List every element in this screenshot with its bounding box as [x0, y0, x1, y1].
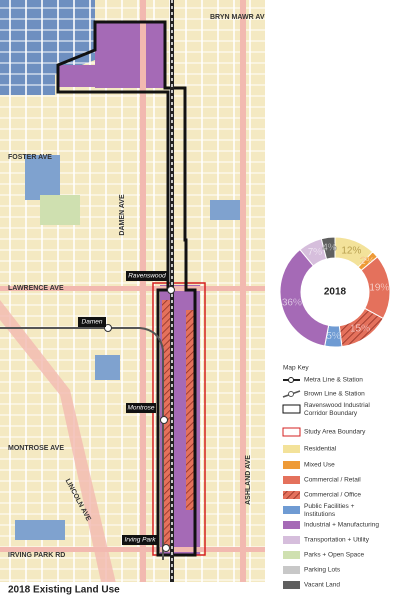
street-label: ASHLAND AVE: [245, 455, 252, 505]
legend-label: Commercial / Office: [304, 492, 361, 499]
donut-label: 5%: [326, 331, 341, 342]
legend-label: Vacant Land: [304, 582, 340, 589]
station-tag: [126, 403, 156, 413]
legend-label: Ravenswood Industrial Corridor Boundary: [304, 402, 370, 417]
legend-symbol: [288, 391, 294, 397]
street-label: IRVING PARK RD: [8, 552, 65, 559]
station: [162, 544, 170, 552]
legend-symbol: [283, 461, 300, 469]
legend-label: Residential: [304, 446, 337, 453]
legend-symbol: [283, 521, 300, 529]
legend-label: Parks + Open Space: [304, 552, 365, 559]
legend-label: Mixed Use: [304, 462, 335, 469]
station-label: Irving Park: [124, 537, 156, 544]
legend-symbol: [282, 427, 301, 437]
legend-symbol: [283, 536, 300, 544]
street-label: FOSTER AVE: [8, 154, 52, 161]
park-area: [40, 195, 80, 225]
donut-label: 7%: [308, 247, 323, 258]
station-label: Ravenswood: [128, 273, 166, 280]
station: [167, 286, 175, 294]
legend-label: Parking Lots: [304, 567, 341, 574]
office-area: [186, 310, 196, 510]
map: BRYN MAWR AVE FOSTER AVE DAMEN AVE LAWRE…: [0, 0, 270, 582]
industrial-area: [58, 65, 95, 87]
station-tag: [126, 271, 168, 281]
public-area: [25, 155, 60, 200]
station-label: Montrose: [127, 405, 154, 412]
public-area: [210, 200, 240, 220]
legend-label: Study Area Boundary: [304, 429, 366, 436]
lake: [0, 0, 95, 95]
legend-symbol: [283, 551, 300, 559]
legend-label: Metra Line & Station: [304, 377, 363, 384]
station-label: Damen: [82, 319, 103, 326]
street-label: BRYN MAWR AVE: [210, 14, 270, 21]
public-area: [95, 355, 120, 380]
legend-label: Public Facilities + Institutions: [304, 503, 355, 518]
legend-symbol: [283, 445, 300, 453]
station-tag: [122, 535, 158, 545]
donut-slice: [279, 248, 330, 347]
donut-label: 4%: [322, 242, 337, 253]
donut-label: 12%: [341, 245, 361, 256]
legend-label: Industrial + Manufacturing: [304, 522, 379, 529]
legend-symbol: [283, 491, 300, 499]
legend-symbol: [288, 377, 294, 383]
donut-slice: [320, 236, 336, 260]
street-label: DAMEN AVE: [119, 194, 126, 236]
legend-symbol: [283, 476, 300, 484]
station: [160, 416, 168, 424]
donut-label: 36%: [282, 298, 302, 309]
public-area: [15, 520, 65, 540]
street-label: MONTROSE AVE: [8, 445, 64, 452]
donut-label: 19%: [369, 282, 389, 293]
legend-label: Brown Line & Station: [304, 391, 365, 398]
legend-label: Transportation + Utility: [304, 537, 370, 544]
legend-symbol: [283, 566, 300, 574]
donut-chart: 12%2% 19% 15% 5% 36% 7% 4% 2018: [279, 236, 391, 348]
street-label: LAWRENCE AVE: [8, 285, 64, 292]
donut-label: 2%: [360, 256, 375, 267]
legend-symbol: [283, 506, 300, 514]
corridor-boundary: [56, 20, 197, 557]
map-title: 2018 Existing Land Use: [8, 585, 120, 596]
station-tag: [78, 317, 106, 327]
legend-symbol: [283, 581, 300, 589]
donut-label: 15%: [350, 323, 370, 334]
donut-center-label: 2018: [324, 287, 347, 298]
lincoln-corridor: [0, 300, 116, 582]
retail-strip: [0, 286, 265, 291]
legend-label: Commercial / Retail: [304, 477, 361, 484]
industrial-area: [95, 22, 165, 88]
brown-line: [0, 327, 164, 560]
legend-title: Map Key: [283, 365, 309, 372]
legend-symbol: [282, 404, 301, 414]
office-area: [162, 300, 172, 550]
legend: Metra Line & Station Brown Line & Station…: [282, 377, 379, 589]
retail-strip: [0, 547, 265, 552]
station: [104, 324, 112, 332]
